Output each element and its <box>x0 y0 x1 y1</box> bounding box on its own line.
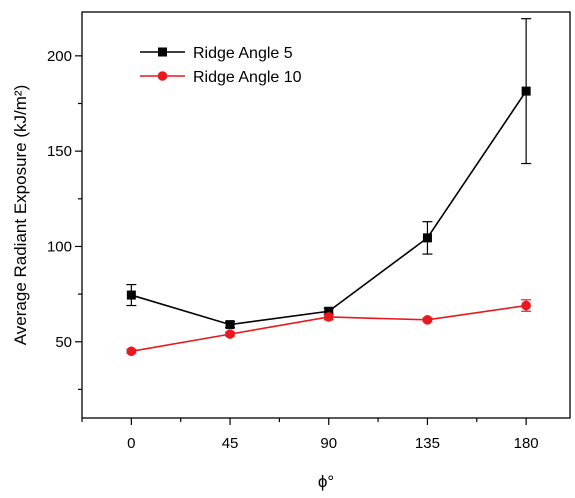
y-tick-label: 50 <box>55 334 72 351</box>
data-point <box>521 86 531 96</box>
y-axis-label: Average Radiant Exposure (kJ/m²) <box>11 85 30 345</box>
x-tick-label: 45 <box>222 435 239 452</box>
data-point <box>126 346 137 357</box>
series-line <box>131 90 527 326</box>
data-point <box>126 290 136 300</box>
series-2 <box>126 299 532 357</box>
legend-marker <box>157 71 168 81</box>
y-tick-label: 150 <box>47 143 72 160</box>
y-tick-label: 100 <box>47 238 72 255</box>
y-axis-ticks: 50 100 150 200 <box>47 48 82 391</box>
x-tick-label: 180 <box>514 435 539 452</box>
series-layer <box>126 18 532 357</box>
x-tick-label: 135 <box>415 435 440 452</box>
legend-item: Ridge Angle 5 <box>140 45 293 62</box>
legend-label: Ridge Angle 10 <box>193 69 302 86</box>
x-tick-label: 0 <box>127 435 135 452</box>
plot-frame <box>81 11 571 419</box>
data-point <box>324 306 334 316</box>
series-1 <box>126 18 532 330</box>
x-axis-label: ϕ° <box>318 472 334 491</box>
data-point <box>225 329 235 339</box>
data-point <box>323 312 334 322</box>
legend-marker <box>158 47 167 57</box>
legend: Ridge Angle 5 Ridge Angle 10 <box>140 45 302 86</box>
legend-label: Ridge Angle 5 <box>193 45 293 62</box>
x-axis-ticks: 0 45 90 135 180 <box>81 418 539 452</box>
data-point <box>225 320 235 330</box>
data-point <box>422 233 432 243</box>
data-point <box>422 315 433 325</box>
legend-item: Ridge Angle 10 <box>140 69 302 86</box>
data-point <box>521 300 531 311</box>
y-tick-label: 200 <box>47 48 72 65</box>
x-tick-label: 90 <box>320 435 337 452</box>
